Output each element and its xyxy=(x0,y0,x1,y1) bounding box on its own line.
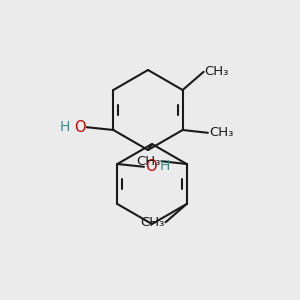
Text: H: H xyxy=(160,159,170,173)
Text: CH₃: CH₃ xyxy=(209,126,233,139)
Text: CH₃: CH₃ xyxy=(205,65,229,78)
Text: CH₃: CH₃ xyxy=(140,216,165,229)
Text: CH₃: CH₃ xyxy=(136,155,161,168)
Text: O: O xyxy=(145,159,157,174)
Text: H: H xyxy=(60,120,70,134)
Text: O: O xyxy=(74,120,86,135)
